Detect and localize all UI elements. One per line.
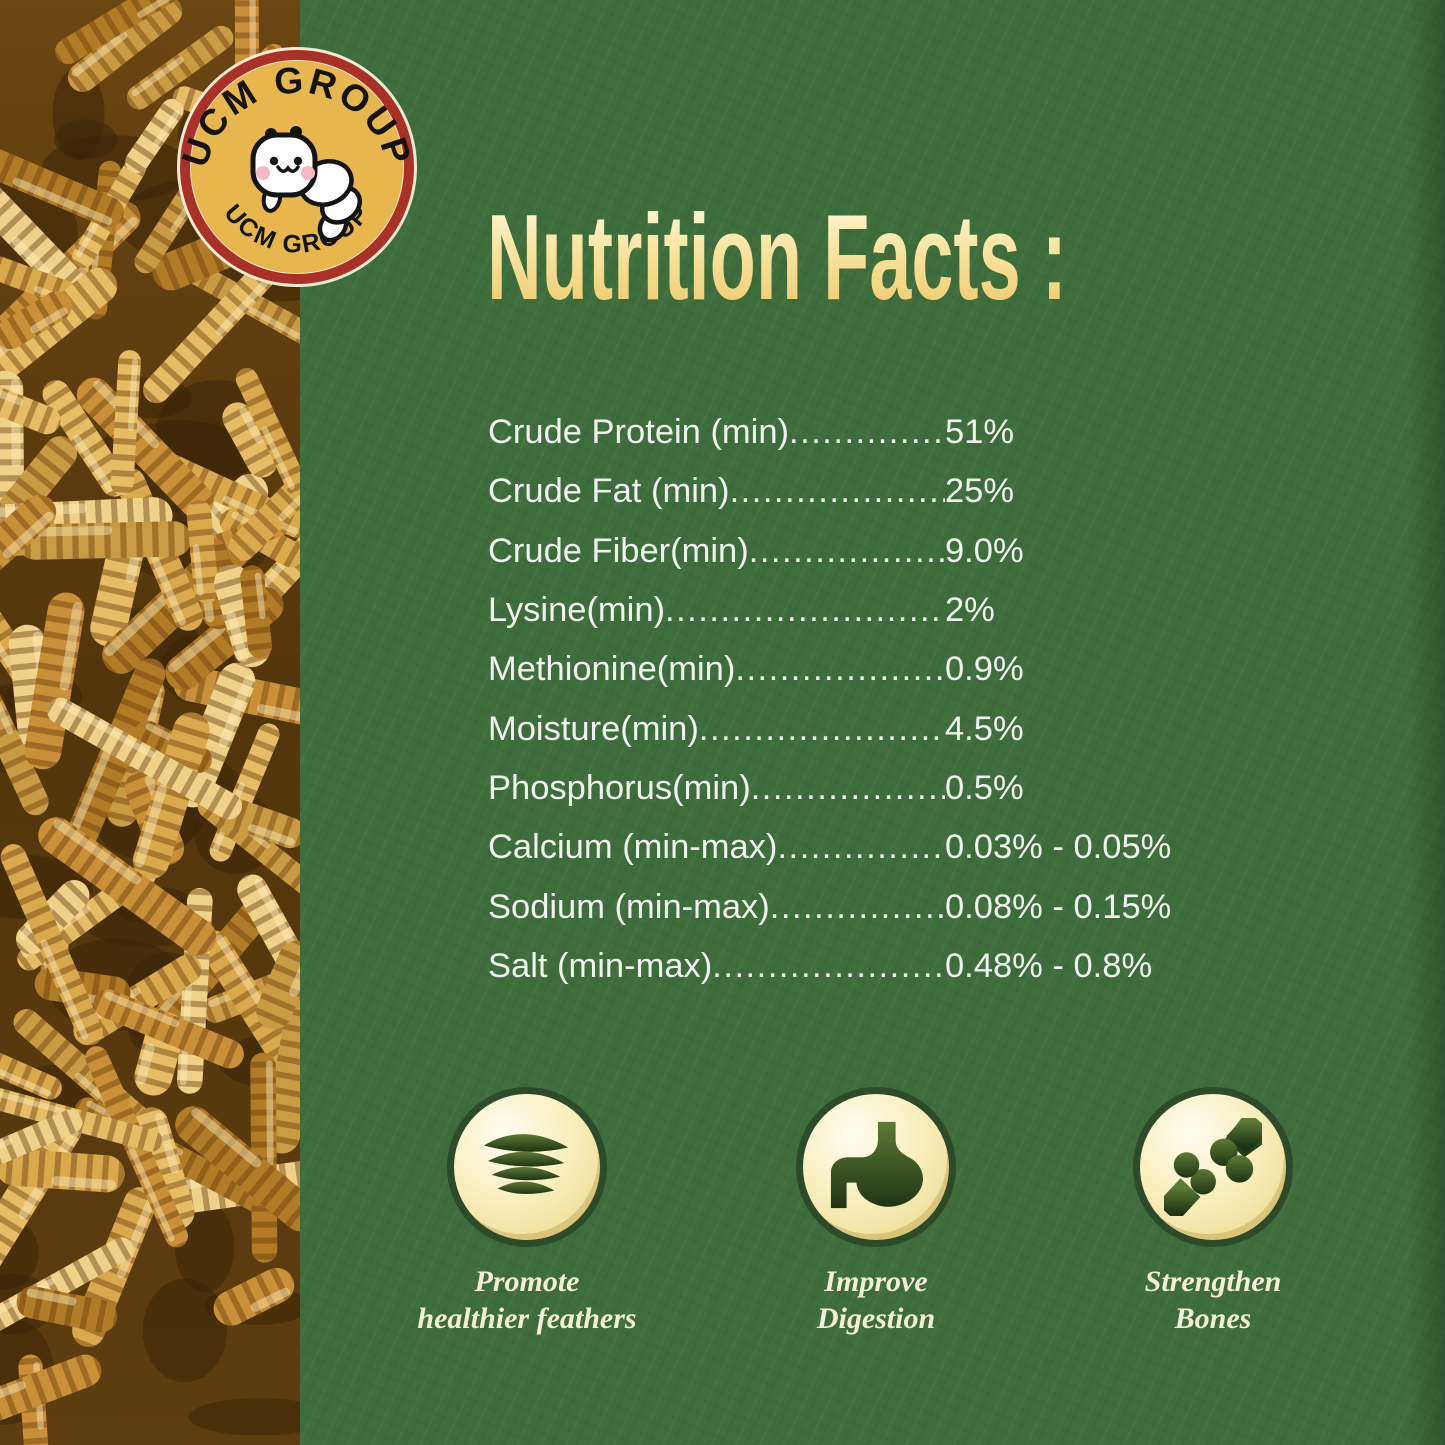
benefit-label-line: Improve <box>824 1265 928 1298</box>
dot-leader: ........................................… <box>769 887 945 926</box>
benefit-label-line: healthier feathers <box>417 1302 637 1336</box>
nutrition-row: Crude Protein (min).....................… <box>488 403 1248 462</box>
nutrient-label: Calcium (min-max) <box>488 828 778 867</box>
stomach-icon <box>830 1121 923 1209</box>
nutrition-row: Lysine(min).............................… <box>488 581 1248 640</box>
nutrition-row: Phosphorus(min).........................… <box>488 759 1248 818</box>
dot-leader: ........................................… <box>729 472 945 511</box>
dot-leader: ........................................… <box>750 768 945 807</box>
nutrition-row: Salt (min-max)..........................… <box>488 937 1248 996</box>
nutrient-label: Methionine(min) <box>488 650 736 689</box>
nutrient-value: 0.03% - 0.05% <box>945 828 1172 867</box>
dot-leader: ........................................… <box>748 531 945 570</box>
feather-wing-icon <box>483 1134 569 1195</box>
dot-leader: ........................................… <box>712 946 945 985</box>
nutrition-row: Crude Fat (min).........................… <box>488 462 1248 521</box>
nutrient-value: 51% <box>945 413 1015 452</box>
benefit-badge-digestion <box>796 1087 956 1247</box>
nutrient-value: 9.0% <box>945 531 1024 570</box>
benefit-label-feathers: Promote healthier feathers <box>367 1263 687 1337</box>
nutrition-row: Sodium (min-max)........................… <box>488 877 1248 936</box>
nutrient-label: Crude Protein (min) <box>488 413 790 452</box>
dot-leader: ........................................… <box>789 413 945 452</box>
benefit-badge-bones <box>1133 1087 1293 1247</box>
nutrient-value: 0.5% <box>945 768 1024 807</box>
nutrient-label: Phosphorus(min) <box>488 768 751 807</box>
nutrient-value: 0.9% <box>945 650 1024 689</box>
nutrition-row: Methionine(min).........................… <box>488 640 1248 699</box>
nutrition-row: Moisture(min)...........................… <box>488 699 1248 758</box>
dot-leader: ........................................… <box>698 709 945 748</box>
nutrition-row: Calcium (min-max).......................… <box>488 818 1248 877</box>
nutrient-value: 4.5% <box>945 709 1024 748</box>
benefit-label-line: Promote <box>474 1265 580 1298</box>
benefit-label-bones: Strengthen Bones <box>1053 1263 1373 1337</box>
dot-leader: ........................................… <box>735 650 945 689</box>
benefit-label-line: Bones <box>1174 1302 1252 1336</box>
benefit-label-digestion: Improve Digestion <box>716 1263 1036 1337</box>
caterpillar-mascot-icon <box>250 126 363 243</box>
benefit-label-line: Digestion <box>816 1302 936 1336</box>
dot-leader: ........................................… <box>665 591 945 630</box>
bone-joint-icon <box>1164 1118 1262 1216</box>
right-edge-shading <box>1407 0 1445 1445</box>
nutrient-label: Crude Fiber(min) <box>488 531 749 570</box>
nutrient-value: 25% <box>945 472 1015 511</box>
nutrition-row: Crude Fiber(min)........................… <box>488 522 1248 581</box>
benefit-label-line: Strengthen <box>1144 1265 1282 1298</box>
benefit-badge-feathers <box>447 1087 607 1247</box>
nutrient-label: Lysine(min) <box>488 591 666 630</box>
logo-red-ring <box>180 50 414 284</box>
ucm-group-logo: UCM GROUP UCM GROUP <box>175 47 417 287</box>
nutrient-label: Sodium (min-max) <box>488 887 770 926</box>
page-title: Nutrition Facts : <box>487 189 1067 325</box>
dot-leader: ........................................… <box>777 828 945 867</box>
nutrition-list: Crude Protein (min).....................… <box>488 403 1248 996</box>
nutrient-value: 2% <box>945 591 995 630</box>
nutrient-value: 0.08% - 0.15% <box>945 887 1172 926</box>
nutrient-label: Crude Fat (min) <box>488 472 730 511</box>
nutrient-value: 0.48% - 0.8% <box>945 946 1153 985</box>
nutrient-label: Moisture(min) <box>488 709 699 748</box>
nutrient-label: Salt (min-max) <box>488 946 713 985</box>
